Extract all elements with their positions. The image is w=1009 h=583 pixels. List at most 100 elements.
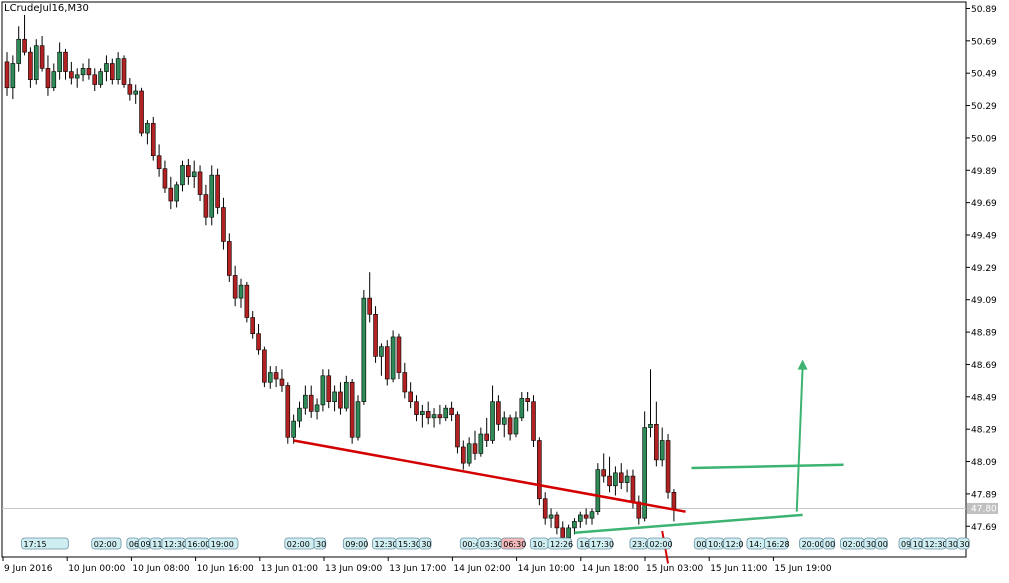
candle[interactable] — [490, 385, 495, 444]
event-marker[interactable]: 16 — [576, 537, 589, 550]
candle[interactable] — [367, 272, 373, 323]
candle[interactable] — [525, 391, 530, 412]
candle[interactable] — [238, 278, 244, 308]
candle[interactable] — [390, 330, 396, 383]
event-marker[interactable]: 20:00 — [799, 537, 825, 550]
event-marker[interactable]: 23:0 — [629, 537, 650, 550]
candle[interactable] — [472, 430, 478, 460]
candle[interactable] — [308, 385, 314, 418]
candle[interactable] — [425, 401, 431, 425]
candle[interactable] — [607, 456, 612, 493]
candle[interactable] — [115, 52, 121, 85]
candle[interactable] — [209, 165, 215, 226]
pattern-top-line[interactable] — [691, 463, 844, 470]
candle[interactable] — [45, 55, 51, 96]
candle[interactable] — [601, 453, 607, 483]
candle[interactable] — [33, 39, 39, 85]
event-marker[interactable]: 10: — [530, 537, 549, 550]
candle[interactable] — [250, 311, 255, 339]
candle[interactable] — [291, 414, 296, 444]
candle[interactable] — [63, 48, 68, 80]
event-marker[interactable]: 14: — [746, 537, 765, 550]
candle[interactable] — [496, 395, 501, 431]
candle[interactable] — [4, 52, 10, 96]
event-marker[interactable]: 12:30 — [922, 537, 948, 550]
event-marker[interactable]: 10 — [910, 537, 923, 550]
candle[interactable] — [320, 369, 326, 412]
candle[interactable] — [396, 333, 402, 380]
candle[interactable] — [560, 521, 566, 541]
candle[interactable] — [332, 385, 337, 412]
candle[interactable] — [449, 401, 454, 422]
candle[interactable] — [466, 437, 472, 467]
event-marker[interactable]: 12:0 — [723, 537, 744, 550]
candle[interactable] — [654, 401, 659, 467]
event-marker[interactable]: 00:4 — [459, 537, 480, 550]
drawings[interactable] — [293, 359, 844, 564]
candle[interactable] — [595, 463, 601, 515]
candle[interactable] — [455, 411, 460, 454]
event-marker[interactable]: 12:30 — [372, 537, 398, 550]
target-arrow-head[interactable] — [797, 359, 808, 370]
event-marker[interactable]: 02:00 — [91, 537, 122, 550]
candle[interactable] — [554, 511, 560, 535]
candle[interactable] — [384, 340, 390, 386]
event-marker[interactable]: 30 — [945, 537, 958, 550]
event-marker[interactable]: 17:15 — [21, 537, 69, 550]
support-line[interactable] — [293, 439, 686, 513]
candle[interactable] — [537, 437, 542, 506]
event-marker[interactable]: 03:30 — [477, 537, 503, 550]
event-marker[interactable]: 16:00 — [184, 537, 210, 550]
candle[interactable] — [285, 382, 291, 444]
candle[interactable] — [618, 463, 624, 490]
candle[interactable] — [583, 508, 589, 525]
candle[interactable] — [256, 323, 261, 355]
candle[interactable] — [361, 290, 367, 405]
candle[interactable] — [531, 395, 536, 447]
event-marker[interactable]: 30 — [313, 537, 326, 550]
candle[interactable] — [648, 369, 653, 438]
event-marker[interactable]: 00 — [693, 537, 706, 550]
candle[interactable] — [51, 63, 57, 91]
event-marker[interactable]: 00 — [822, 537, 835, 550]
candle[interactable] — [577, 511, 583, 528]
candle[interactable] — [343, 375, 349, 412]
candle[interactable] — [92, 68, 98, 91]
candle[interactable] — [613, 466, 618, 496]
candle[interactable] — [297, 401, 302, 428]
candle[interactable] — [98, 68, 103, 88]
candle[interactable] — [478, 427, 484, 457]
candle[interactable] — [104, 55, 109, 82]
candle[interactable] — [402, 362, 408, 399]
candle[interactable] — [437, 404, 443, 425]
candle[interactable] — [203, 184, 209, 226]
event-marker[interactable]: 15:30 — [395, 537, 421, 550]
event-strip[interactable]: 17:15 02:00 06 09 11 12:30 16:00 19:00 02:00 30 09… — [21, 537, 970, 550]
candle[interactable] — [74, 68, 80, 88]
event-marker[interactable]: 09 — [138, 537, 151, 550]
candle[interactable] — [484, 417, 490, 447]
candle[interactable] — [162, 160, 168, 193]
event-marker[interactable]: 19:00 — [208, 537, 239, 550]
candle[interactable] — [501, 411, 507, 438]
event-marker[interactable]: 30 — [418, 537, 432, 550]
event-marker[interactable]: 09:00 — [342, 537, 368, 550]
candle[interactable] — [303, 385, 308, 415]
event-marker[interactable]: 02:00 — [647, 537, 673, 550]
candle[interactable] — [420, 404, 425, 428]
event-marker[interactable]: 02:00 — [840, 537, 866, 550]
candle[interactable] — [414, 395, 419, 422]
candle[interactable] — [519, 391, 525, 422]
candle[interactable] — [168, 176, 174, 210]
candle[interactable] — [191, 160, 197, 189]
candle[interactable] — [69, 61, 74, 85]
candle[interactable] — [349, 379, 355, 444]
candle[interactable] — [443, 404, 449, 422]
event-marker[interactable]: 00 — [875, 537, 888, 550]
candle[interactable] — [180, 160, 185, 192]
candle[interactable] — [80, 63, 86, 82]
candle[interactable] — [110, 58, 115, 85]
candle[interactable] — [279, 369, 285, 392]
candle[interactable] — [232, 265, 238, 307]
